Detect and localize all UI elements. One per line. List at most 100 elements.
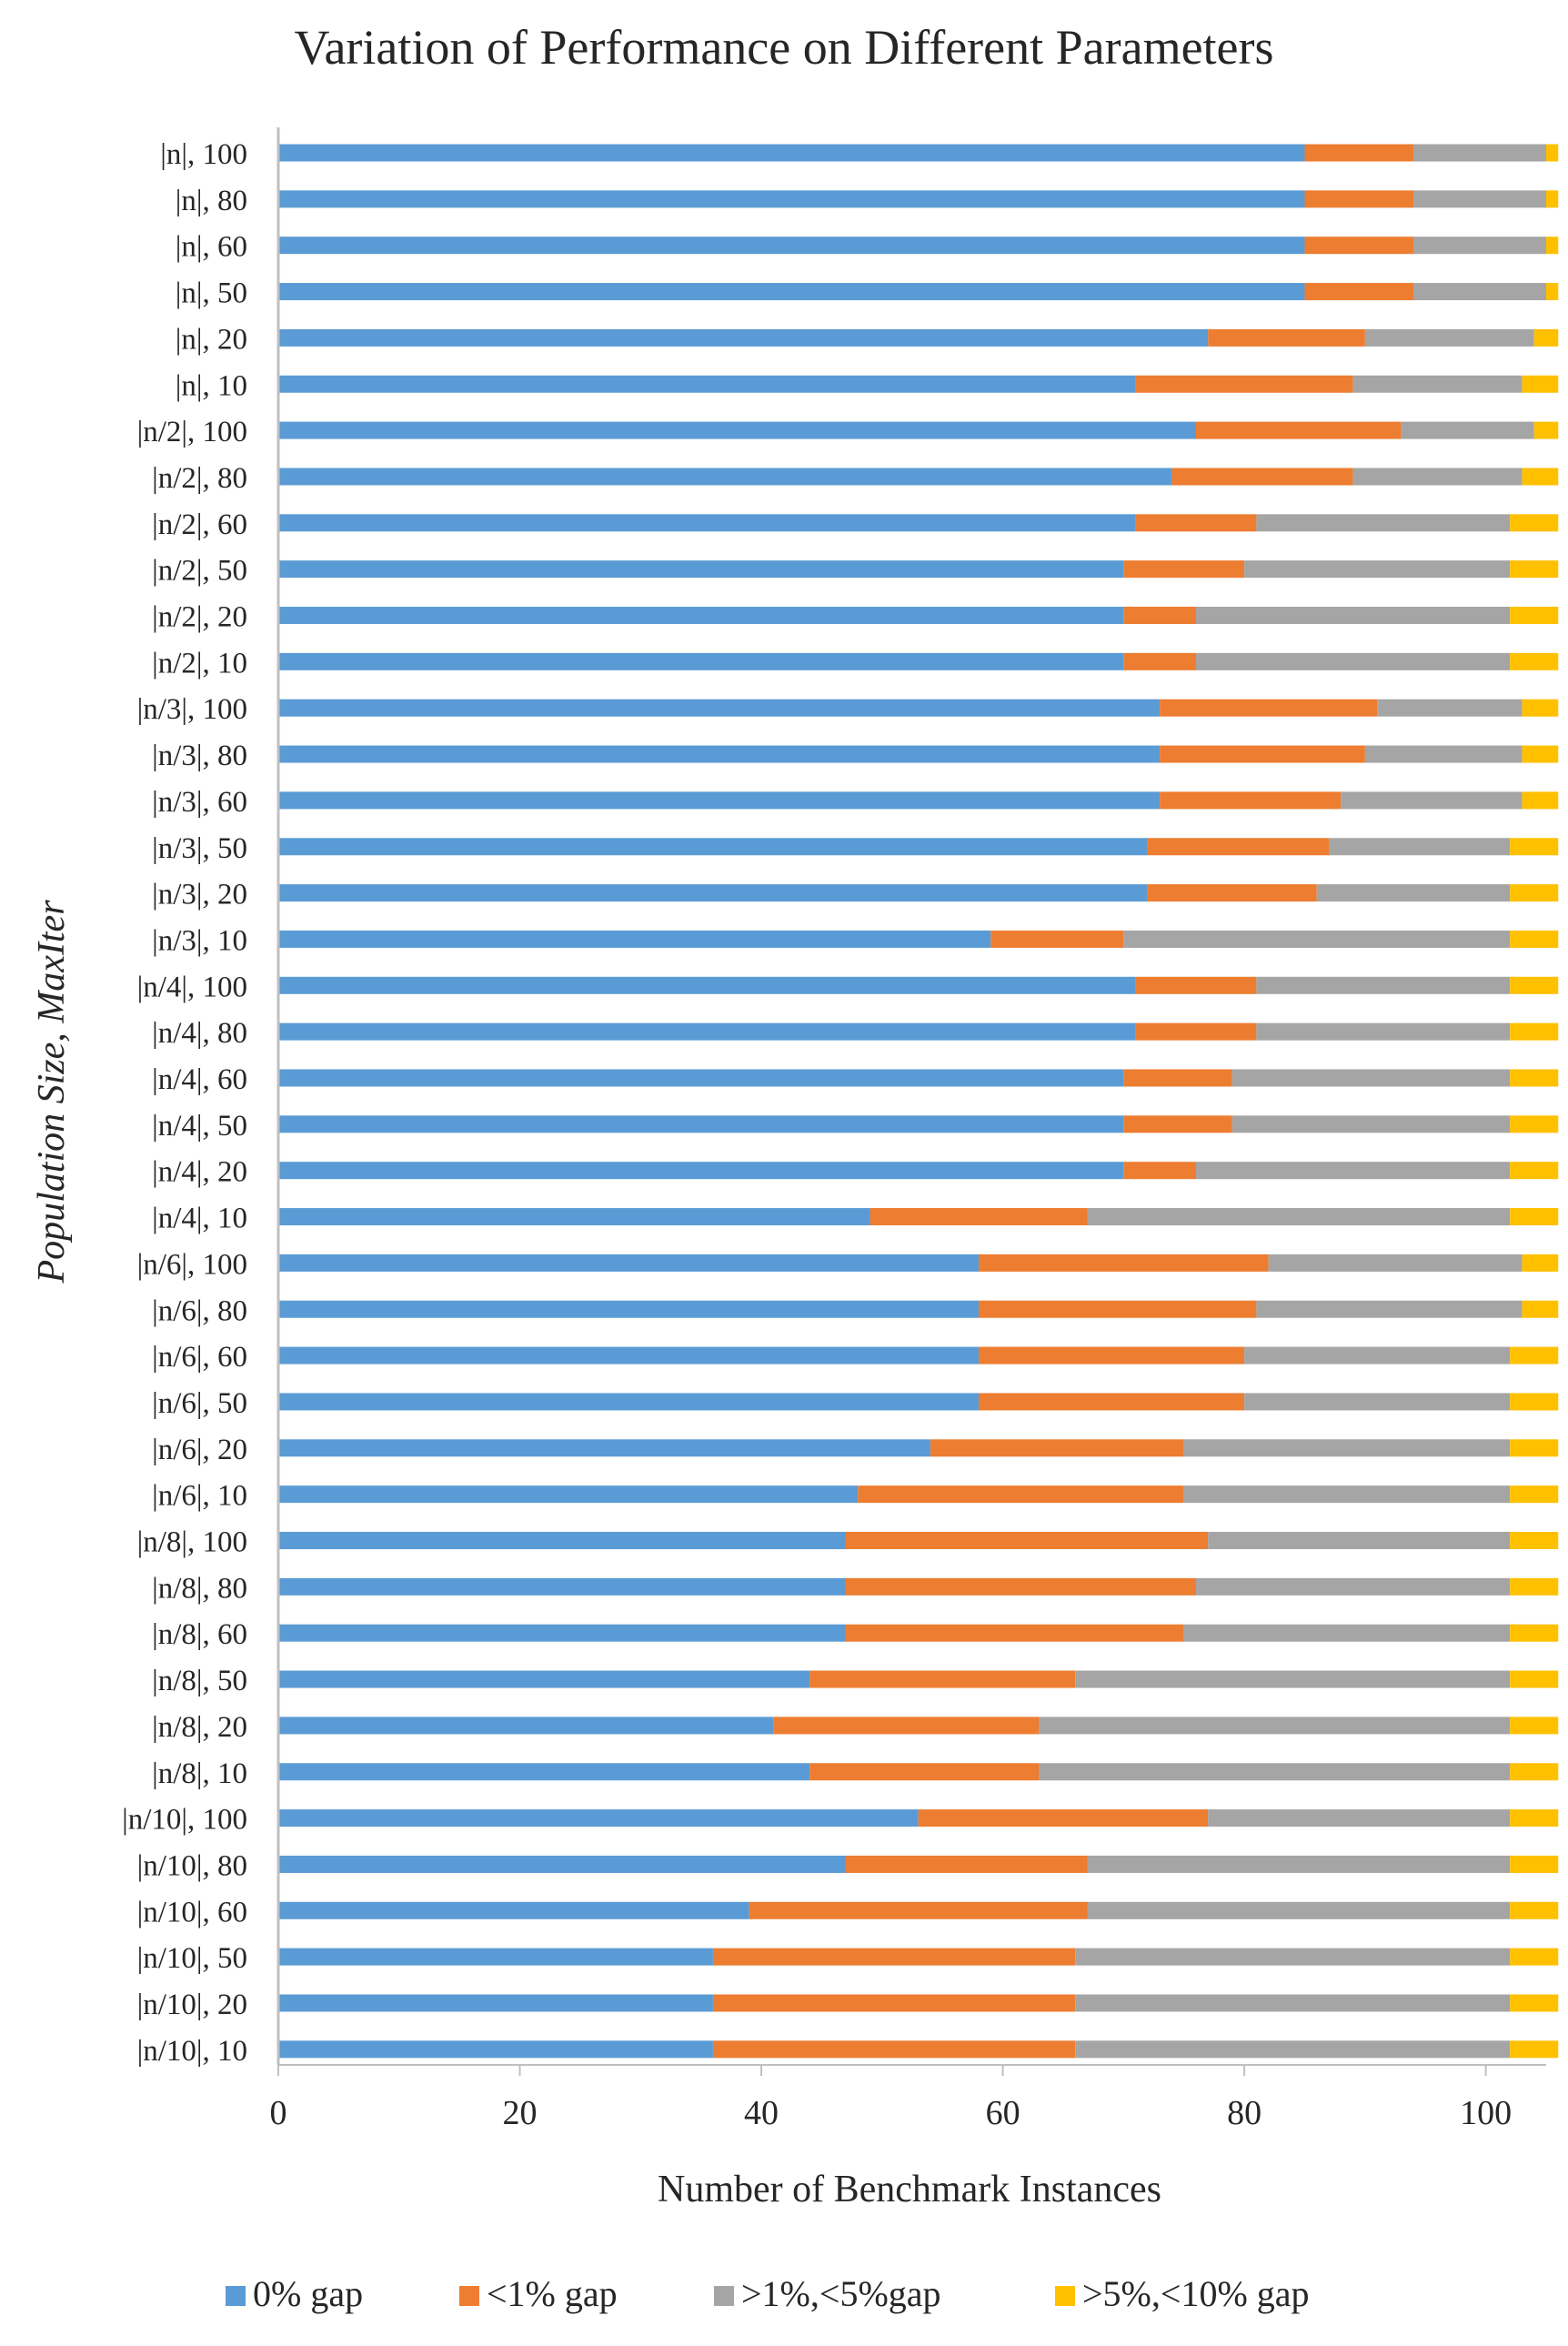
- bar-segment-series-2: [809, 1670, 1076, 1688]
- bar-segment-series-4: [1510, 884, 1559, 902]
- bar-segment-series-4: [1510, 607, 1559, 624]
- category-label: |n/3|, 50: [152, 832, 247, 865]
- bar-segment-series-4: [1510, 2040, 1559, 2059]
- x-axis-title: Number of Benchmark Instances: [658, 2169, 1161, 2210]
- bar-segment-series-3: [1244, 560, 1511, 579]
- bar-segment-series-1: [278, 237, 1305, 255]
- bar-segment-series-1: [278, 468, 1172, 486]
- bar-segment-series-2: [1135, 976, 1257, 994]
- bar-segment-series-1: [278, 1901, 749, 1919]
- bar-segment-series-3: [1341, 791, 1523, 810]
- category-label: |n/6|, 20: [152, 1434, 247, 1466]
- bar-segment-series-4: [1510, 1577, 1559, 1596]
- bar-segment-series-4: [1533, 328, 1559, 347]
- category-label: |n/3|, 80: [152, 740, 247, 772]
- category-label: |n|, 20: [176, 323, 247, 356]
- bar-segment-series-3: [1329, 838, 1511, 856]
- category-label: |n/8|, 100: [137, 1526, 247, 1559]
- bar-segment-series-3: [1352, 468, 1523, 486]
- bar-segment-series-2: [1171, 468, 1353, 486]
- bar-segment-series-2: [979, 1346, 1245, 1364]
- bar-segment-series-1: [278, 1855, 846, 1873]
- legend-swatch: [459, 2286, 479, 2306]
- category-label: |n/8|, 10: [152, 1757, 247, 1790]
- bar-segment-series-1: [278, 190, 1305, 208]
- bar-segment-series-4: [1522, 791, 1559, 810]
- x-tick-label: 20: [503, 2094, 538, 2132]
- bar-segment-series-4: [1510, 1670, 1559, 1688]
- bar-segment-series-4: [1510, 1069, 1559, 1087]
- bar-segment-series-4: [1546, 190, 1559, 208]
- x-tick-label: 60: [986, 2094, 1020, 2132]
- bar-segment-series-3: [1195, 1162, 1511, 1180]
- legend-swatch: [1055, 2286, 1075, 2306]
- bar-segment-series-4: [1510, 652, 1559, 670]
- category-label: |n/6|, 10: [152, 1480, 247, 1513]
- bar-segment-series-1: [278, 1022, 1136, 1041]
- bar-segment-series-1: [278, 838, 1148, 856]
- bar-segment-series-3: [1183, 1624, 1511, 1642]
- x-tick-label: 100: [1460, 2094, 1512, 2132]
- bar-segment-series-2: [1123, 560, 1245, 579]
- bar-segment-series-2: [1160, 791, 1342, 810]
- bar-segment-series-3: [1195, 1577, 1511, 1596]
- legend-label: >1%,<5%gap: [741, 2273, 941, 2314]
- category-label: |n/4|, 10: [152, 1203, 247, 1235]
- bar-segment-series-3: [1039, 1763, 1511, 1781]
- bar-segment-series-2: [809, 1763, 1040, 1781]
- bar-segment-series-3: [1075, 1948, 1511, 1966]
- category-labels: |n|, 100 |n|, 80 |n|, 60 |n|, 50 |n|, 20 |n|,…: [122, 138, 247, 2068]
- bar-segment-series-3: [1364, 745, 1523, 763]
- category-label: |n/10|, 50: [137, 1942, 247, 1975]
- bar-segment-series-2: [1160, 699, 1378, 717]
- bar-segment-series-1: [278, 930, 991, 948]
- category-label: |n/4|, 100: [137, 971, 247, 1003]
- bar-segment-series-2: [979, 1254, 1269, 1272]
- bar-segment-series-1: [278, 1485, 859, 1504]
- bar-segment-series-2: [1304, 283, 1413, 301]
- bar-segment-series-2: [979, 1300, 1257, 1318]
- category-label: |n/10|, 60: [137, 1896, 247, 1928]
- bar-segment-series-1: [278, 1162, 1124, 1180]
- bar-segment-series-2: [712, 1994, 1076, 2012]
- category-label: |n/2|, 50: [152, 555, 247, 588]
- legend: 0% gap <1% gap >1%,<5%gap >5%,<10% gap: [226, 2273, 1310, 2314]
- bar-segment-series-4: [1510, 976, 1559, 994]
- bar-segment-series-3: [1412, 144, 1546, 162]
- x-tick-label: 0: [270, 2094, 287, 2132]
- bar-segment-series-3: [1256, 514, 1511, 532]
- bars-layer: [278, 144, 1559, 2059]
- bar-segment-series-3: [1123, 930, 1511, 948]
- legend-swatch: [714, 2286, 734, 2306]
- bar-segment-series-3: [1075, 1994, 1511, 2012]
- bar-segment-series-2: [1304, 190, 1413, 208]
- bar-segment-series-1: [278, 328, 1209, 347]
- bar-segment-series-4: [1510, 1162, 1559, 1180]
- category-label: |n/8|, 50: [152, 1665, 247, 1697]
- bar-segment-series-4: [1510, 1624, 1559, 1642]
- bar-segment-series-1: [278, 144, 1305, 162]
- category-label: |n/6|, 100: [137, 1248, 247, 1281]
- bar-segment-series-1: [278, 375, 1136, 393]
- legend-swatch: [226, 2286, 246, 2306]
- bar-segment-series-1: [278, 791, 1161, 810]
- bar-segment-series-3: [1208, 1532, 1511, 1549]
- bar-segment-series-1: [278, 1717, 774, 1735]
- bar-segment-series-3: [1256, 1300, 1523, 1318]
- bar-segment-series-4: [1510, 1948, 1559, 1966]
- bar-segment-series-1: [278, 1300, 980, 1318]
- bar-segment-series-1: [278, 1069, 1124, 1087]
- bar-segment-series-3: [1256, 976, 1511, 994]
- category-label: |n/8|, 20: [152, 1711, 247, 1744]
- y-axis-title: Population Size, MaxIter: [31, 900, 73, 1284]
- bar-segment-series-2: [1135, 1022, 1257, 1041]
- bar-segment-series-4: [1510, 1115, 1559, 1133]
- bar-segment-series-4: [1522, 1254, 1559, 1272]
- bar-segment-series-1: [278, 1763, 810, 1781]
- bar-segment-series-2: [1304, 237, 1413, 255]
- bar-segment-series-3: [1231, 1115, 1511, 1133]
- bar-segment-series-2: [712, 1948, 1076, 1966]
- bar-segment-series-1: [278, 607, 1124, 624]
- bar-segment-series-3: [1377, 699, 1523, 717]
- bar-segment-series-2: [845, 1855, 1088, 1873]
